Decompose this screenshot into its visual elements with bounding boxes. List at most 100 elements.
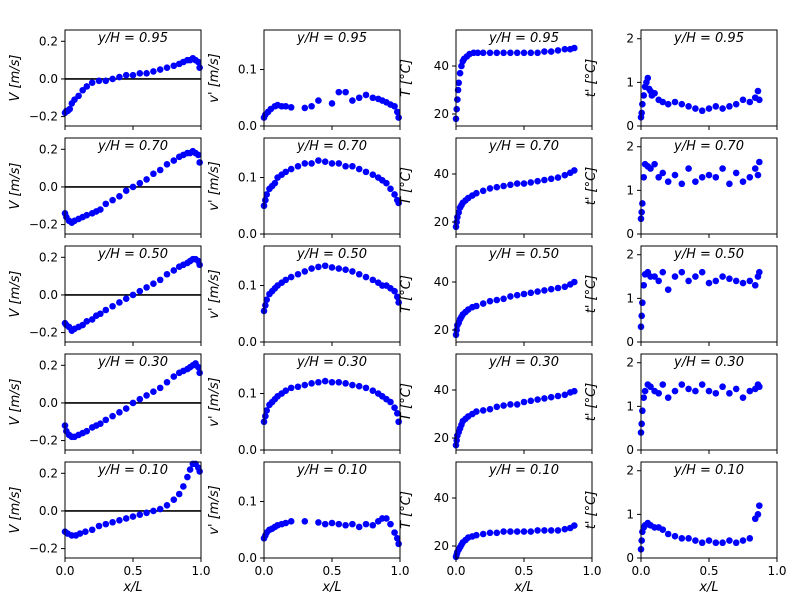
data-point — [473, 531, 480, 539]
data-point — [554, 47, 562, 54]
data-point — [109, 75, 116, 83]
x-tick-label: 0.0 — [55, 564, 74, 578]
data-point — [520, 180, 528, 187]
data-point — [500, 402, 507, 409]
data-point — [196, 468, 203, 475]
data-point — [698, 539, 706, 547]
x-tick-label: 1.0 — [191, 564, 210, 578]
data-point — [335, 520, 343, 528]
data-point — [473, 189, 480, 197]
data-point — [513, 291, 521, 299]
data-point — [387, 398, 394, 406]
data-point — [486, 529, 494, 537]
data-point — [194, 363, 202, 371]
data-point — [116, 299, 123, 306]
data-point — [362, 168, 370, 176]
y-tick-label: 2 — [626, 356, 634, 370]
data-point — [163, 270, 171, 278]
data-point — [746, 98, 754, 106]
data-point — [287, 273, 295, 281]
data-point — [527, 179, 535, 186]
data-point — [109, 196, 116, 204]
data-point — [638, 420, 645, 428]
data-point — [541, 287, 548, 294]
panel-t-row-0: 20 40 y/H = 0.95 T [°C] — [399, 29, 593, 130]
data-point — [705, 171, 713, 179]
data-point — [163, 161, 171, 168]
panel-vprime-row-4: 0.0 0.1 0.0 0.5 1.0 x/L y/H = 0.10 v' [m/s] — [207, 461, 410, 595]
data-point — [520, 290, 528, 298]
y-tick-label: 20 — [434, 215, 449, 229]
x-tick-label: 1.0 — [582, 564, 601, 578]
data-point — [294, 162, 302, 170]
y-axis-label: V [m/s] — [8, 487, 23, 534]
data-point — [83, 427, 91, 435]
data-point — [640, 281, 648, 289]
y-tick-label: 2 — [626, 140, 634, 154]
y-tick-label: 0.0 — [238, 551, 257, 565]
y-tick-label: −0.2 — [29, 542, 58, 556]
panel-t-row-1: 20 40 y/H = 0.70 T [°C] — [399, 137, 593, 238]
data-point — [554, 174, 562, 181]
data-point — [664, 286, 672, 293]
data-point — [136, 287, 144, 295]
panel-t-row-3: 20 40 y/H = 0.30 T [°C] — [399, 353, 593, 454]
data-point — [196, 64, 203, 71]
data-point — [116, 73, 123, 81]
data-point — [732, 277, 740, 285]
data-point — [294, 270, 302, 278]
y-tick-label: 0.0 — [39, 72, 58, 86]
data-point — [301, 381, 309, 389]
x-tick-label: 0.0 — [254, 564, 273, 578]
data-point — [315, 263, 322, 271]
panel-v-row-3: −0.2 0.0 0.2 y/H = 0.30 V [m/s] — [8, 353, 203, 454]
panel-title: y/H = 0.70 — [673, 139, 744, 154]
y-axis-label: V [m/s] — [8, 163, 23, 210]
data-point — [678, 535, 686, 542]
data-point — [355, 523, 363, 531]
panel-vprime-row-0: 0.0 0.1 y/H = 0.95 v' [m/s] — [207, 29, 402, 133]
data-point — [122, 295, 130, 303]
data-point — [170, 157, 178, 164]
data-point — [156, 276, 164, 284]
data-point — [342, 521, 349, 529]
data-point — [328, 519, 336, 527]
data-point — [369, 521, 377, 529]
y-tick-label: 0.1 — [238, 63, 257, 77]
data-point — [651, 89, 658, 97]
data-point — [102, 520, 110, 528]
data-point — [513, 49, 521, 57]
data-point — [196, 369, 203, 377]
panel-title: y/H = 0.30 — [673, 355, 744, 370]
data-point — [756, 268, 763, 276]
data-point — [647, 383, 654, 391]
x-tick-label: 0.5 — [322, 564, 341, 578]
panel-title: y/H = 0.70 — [97, 139, 168, 154]
data-point — [328, 100, 336, 107]
data-point — [639, 407, 646, 415]
x-tick-label: 0.5 — [699, 564, 718, 578]
data-point — [739, 96, 747, 104]
data-point — [328, 264, 336, 271]
data-point — [393, 108, 401, 116]
panel-title: y/H = 0.30 — [488, 355, 559, 370]
data-point — [262, 301, 269, 309]
data-point — [698, 381, 706, 388]
data-point — [122, 71, 130, 79]
data-point — [655, 277, 662, 285]
y-tick-label: 0.0 — [39, 396, 58, 410]
data-point — [328, 160, 336, 167]
data-point — [342, 380, 349, 387]
x-tick-label: 0.5 — [123, 564, 142, 578]
data-point — [355, 165, 363, 173]
data-point — [547, 393, 555, 401]
data-point — [349, 381, 356, 389]
y-tick-label: 0 — [626, 119, 634, 133]
data-point — [301, 104, 309, 112]
data-point — [486, 185, 494, 192]
data-point — [554, 527, 562, 534]
data-point — [685, 103, 692, 110]
data-point — [315, 97, 322, 104]
panel-title: y/H = 0.95 — [673, 31, 744, 46]
data-point — [655, 389, 662, 397]
